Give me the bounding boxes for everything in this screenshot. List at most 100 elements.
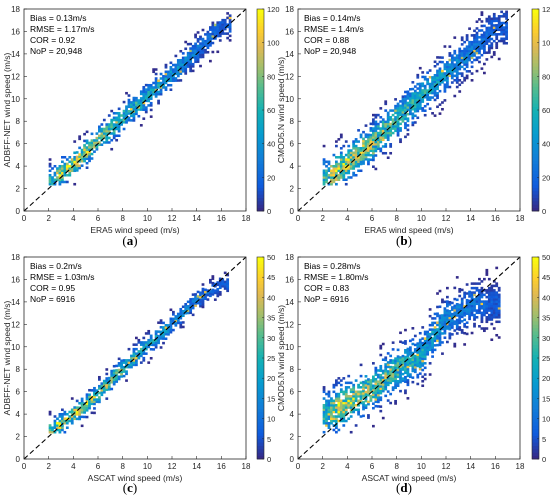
density-cell	[332, 406, 336, 409]
density-cell	[354, 147, 358, 150]
density-cell	[480, 307, 484, 310]
density-cell	[485, 300, 489, 303]
density-cell	[495, 320, 499, 324]
density-cell	[487, 22, 491, 25]
density-cell	[478, 18, 481, 21]
density-cell	[381, 358, 385, 361]
density-cell	[362, 414, 365, 418]
density-cell	[460, 52, 464, 55]
density-cell	[475, 33, 479, 37]
density-cell	[394, 109, 397, 112]
density-cell	[352, 164, 356, 168]
density-cell	[386, 136, 390, 139]
density-cell	[483, 329, 486, 333]
density-cell	[216, 34, 220, 38]
density-cell	[490, 33, 494, 36]
density-cell	[115, 373, 119, 377]
density-cell	[347, 397, 351, 400]
density-cell	[490, 22, 494, 25]
density-cell	[389, 145, 393, 148]
density-cell	[502, 37, 506, 41]
density-cell	[337, 419, 341, 423]
density-cell	[406, 358, 410, 362]
density-cell	[376, 122, 380, 126]
density-cell	[216, 30, 220, 33]
density-cell	[359, 415, 363, 418]
colorbar-tick-label: 60	[267, 106, 275, 115]
density-cell	[413, 370, 417, 374]
density-cell	[450, 319, 454, 323]
density-cell	[448, 332, 452, 335]
density-cell	[450, 58, 454, 62]
density-cell	[344, 390, 348, 394]
density-cell	[149, 336, 153, 340]
density-cell	[480, 67, 484, 70]
density-cell	[470, 65, 474, 69]
density-cell	[443, 320, 447, 324]
density-cell	[344, 397, 348, 400]
density-cell	[339, 406, 343, 409]
density-cell	[63, 180, 67, 184]
density-cell	[204, 293, 207, 296]
density-cell	[438, 305, 442, 309]
colorbar-segment	[257, 317, 264, 322]
density-cell	[372, 151, 375, 155]
density-cell	[135, 112, 138, 116]
density-cell	[485, 291, 489, 294]
density-cell	[352, 390, 356, 394]
density-cell	[465, 65, 469, 69]
density-cell	[342, 408, 346, 412]
density-cell	[335, 182, 338, 186]
density-cell	[223, 282, 227, 286]
density-cell	[441, 316, 444, 320]
density-cell	[418, 345, 422, 348]
density-cell	[73, 406, 77, 409]
colorbar-segment	[532, 294, 539, 298]
density-cell	[372, 120, 375, 124]
density-cell	[470, 302, 474, 306]
density-cell	[105, 397, 109, 400]
density-cell	[490, 19, 494, 23]
density-cell	[416, 82, 420, 86]
density-cell	[201, 289, 205, 293]
density-cell	[478, 295, 481, 299]
density-cell	[428, 328, 432, 331]
density-cell	[115, 375, 119, 379]
density-cell	[455, 318, 459, 322]
density-cell	[411, 92, 415, 95]
density-cell	[470, 49, 474, 53]
density-cell	[468, 306, 471, 309]
density-cell	[421, 384, 425, 388]
density-cell	[364, 384, 368, 387]
density-cell	[441, 107, 444, 111]
density-cell	[174, 324, 178, 327]
density-cell	[431, 112, 434, 115]
density-cell	[117, 116, 121, 120]
density-cell	[406, 347, 410, 351]
density-cell	[221, 27, 225, 31]
density-cell	[100, 143, 104, 146]
density-cell	[179, 79, 183, 82]
density-cell	[342, 390, 346, 394]
density-cell	[322, 169, 326, 173]
density-cell	[485, 327, 489, 330]
density-cell	[342, 419, 346, 423]
density-cell	[68, 169, 72, 173]
colorbar-segment	[257, 314, 264, 318]
density-cell	[389, 134, 393, 137]
density-cell	[209, 292, 212, 295]
density-cell	[115, 380, 119, 383]
density-cell	[162, 337, 165, 340]
density-cell	[384, 374, 388, 377]
density-cell	[196, 40, 200, 43]
density-cell	[48, 158, 52, 161]
density-cell	[381, 138, 385, 142]
density-cell	[376, 380, 380, 383]
density-cell	[404, 340, 407, 343]
y-axis-label: ADBFF-NET wind speed (m/s)	[2, 53, 12, 168]
density-cell	[102, 390, 106, 394]
density-cell	[411, 96, 415, 100]
colorbar-tick-label: 35	[267, 314, 275, 323]
density-cell	[85, 406, 89, 410]
density-cell	[335, 415, 338, 418]
